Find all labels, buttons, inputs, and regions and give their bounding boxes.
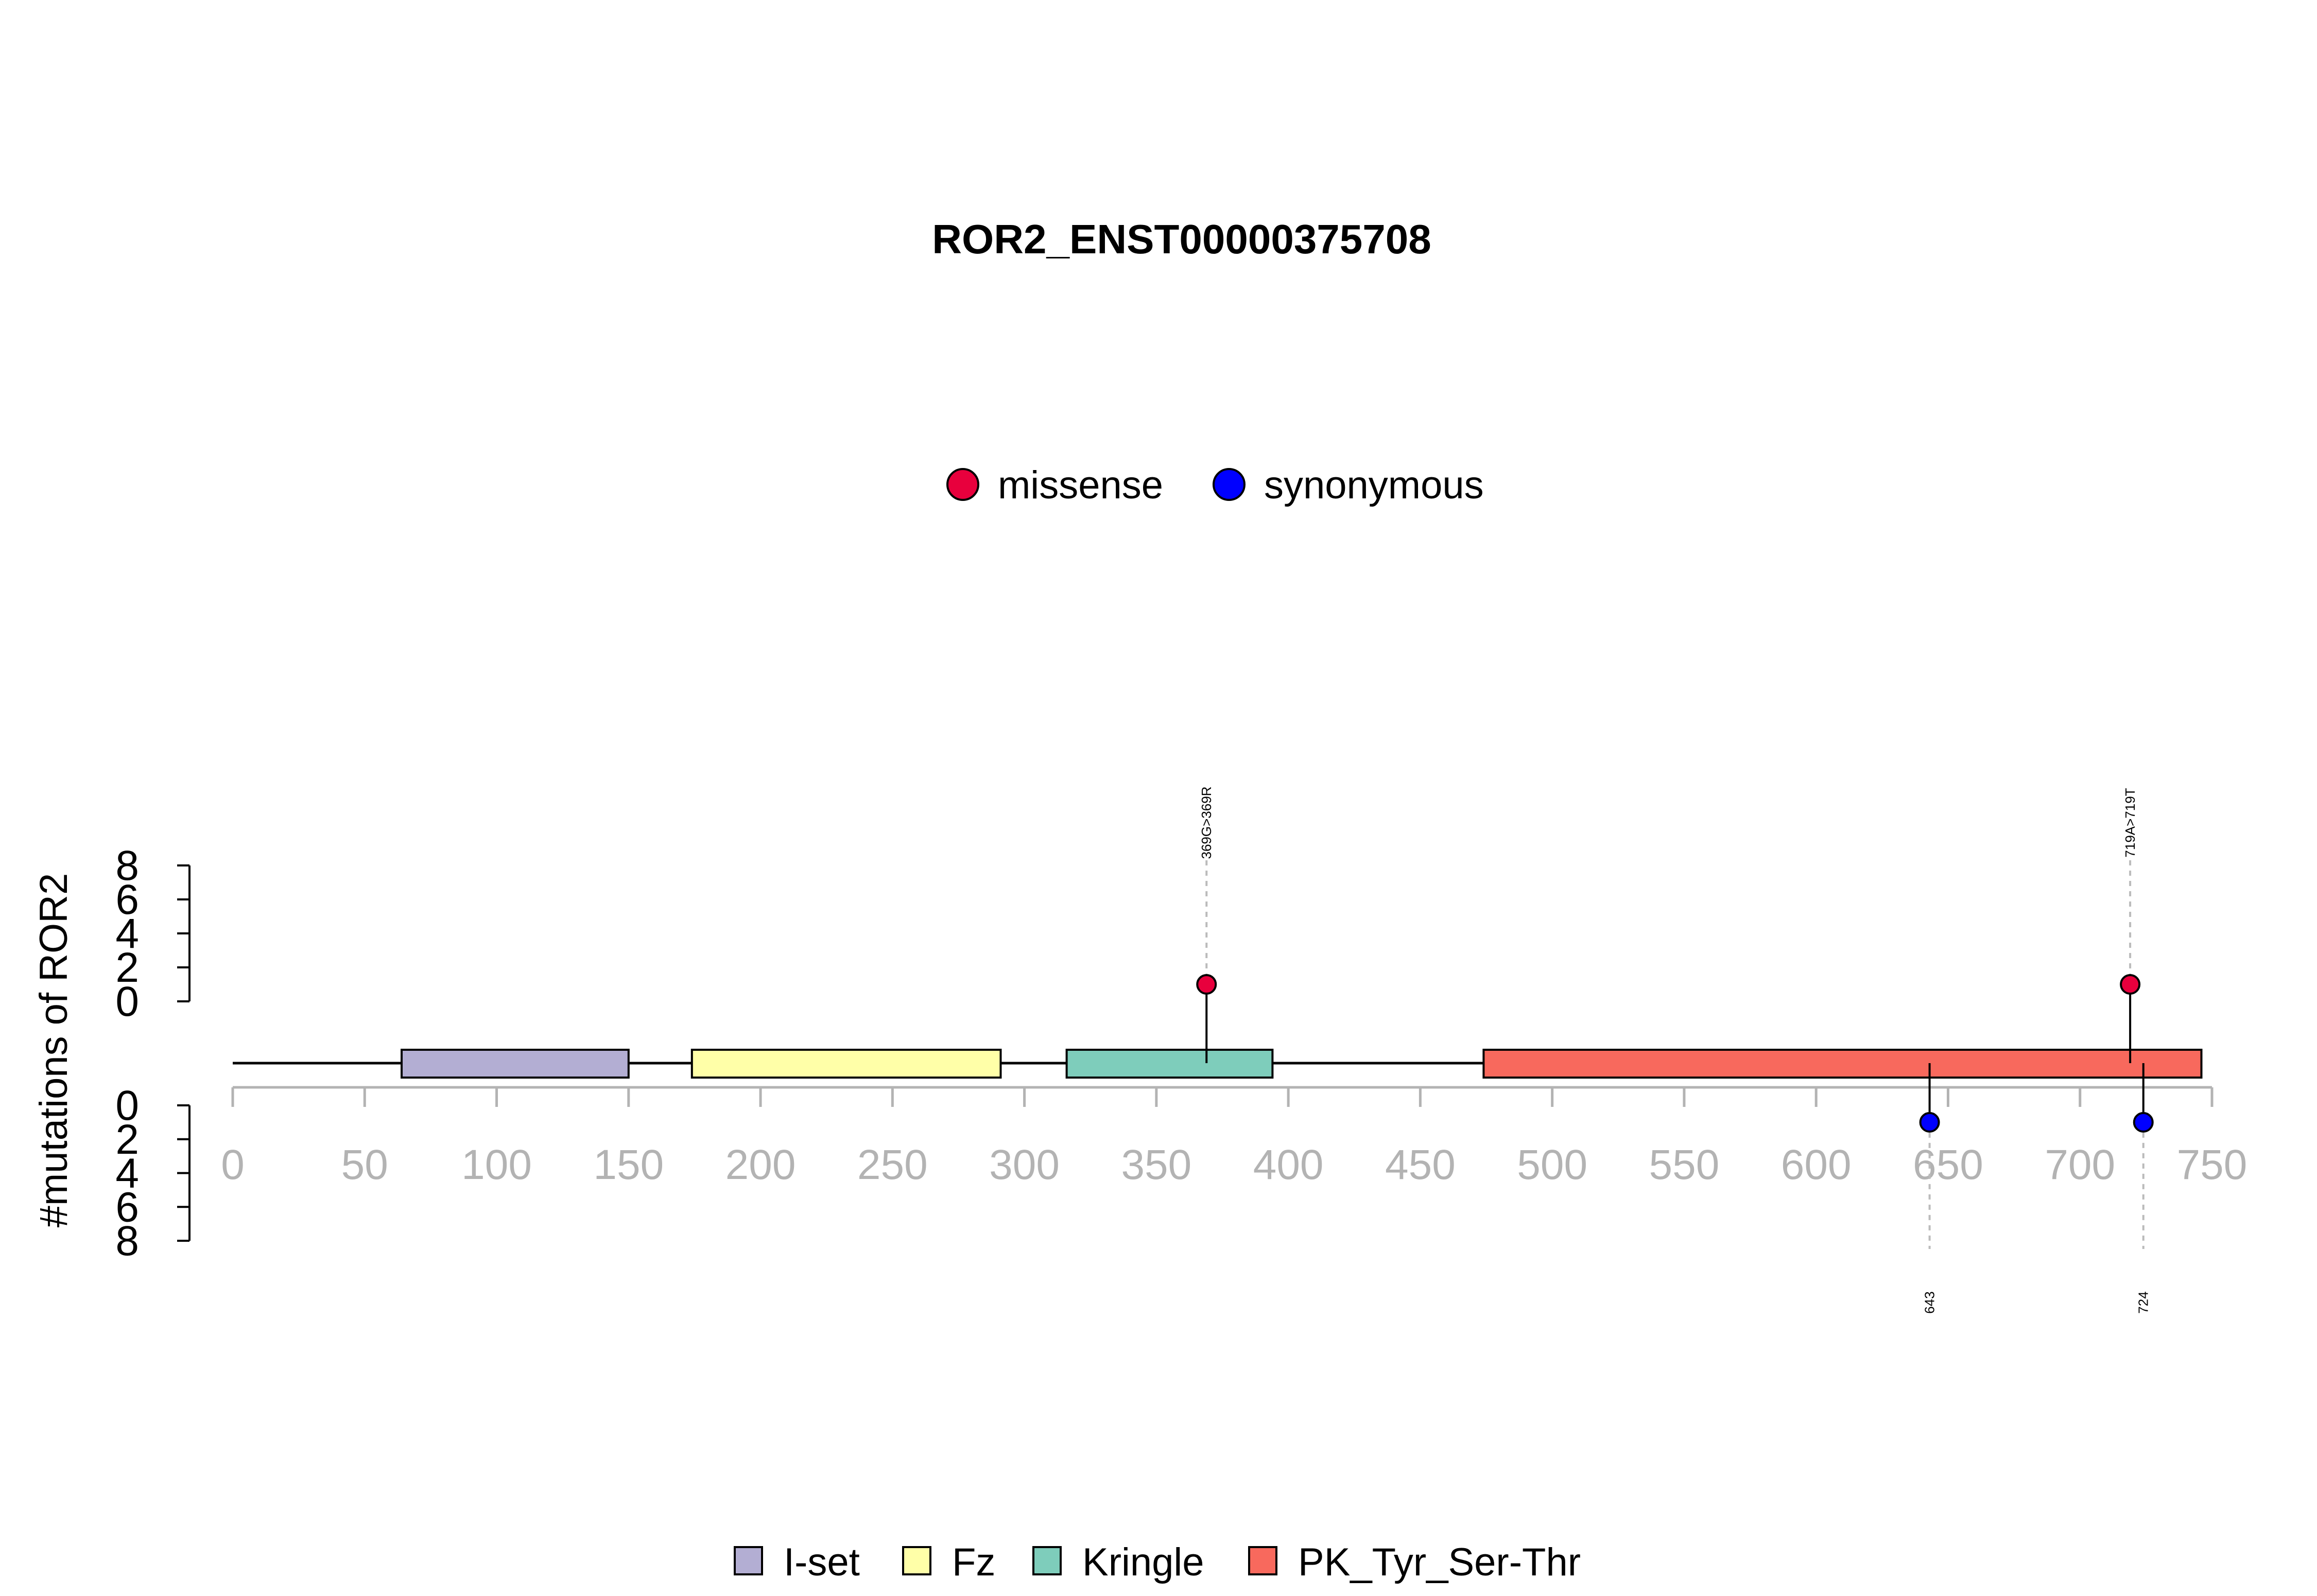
x-tick-label: 0	[221, 1141, 245, 1188]
y-bottom-tick-label: 6	[115, 1184, 139, 1230]
domains	[401, 1049, 2203, 1079]
legend-label-synonymous: synonymous	[1264, 463, 1484, 507]
x-tick-label: 300	[989, 1141, 1060, 1188]
legend-swatch-Fz	[902, 1546, 931, 1575]
domain-Kringle	[1065, 1049, 1274, 1079]
x-tick-label: 100	[461, 1141, 532, 1188]
y-top-tick-label: 6	[115, 876, 139, 923]
y-bottom-tick-label: 2	[115, 1116, 139, 1163]
y-top-tick-label: 0	[115, 978, 139, 1025]
x-tick-label: 450	[1385, 1141, 1456, 1188]
x-tick-label: 650	[1913, 1141, 1983, 1188]
legend-marker-missense	[946, 468, 979, 501]
domain-PK_Tyr_Ser-Thr	[1482, 1049, 2203, 1079]
y-top-tick-label: 4	[115, 910, 139, 957]
mutation-legend: missense synonymous	[946, 463, 1484, 507]
x-tick-label: 750	[2177, 1141, 2247, 1188]
y-top-tick-label: 2	[115, 944, 139, 991]
x-tick-label: 700	[2045, 1141, 2115, 1188]
x-axis: 0 50 100 150 200 250 300 350 400 450 500 550 600 650 7…	[221, 1086, 2247, 1188]
x-tick-label: 550	[1649, 1141, 1720, 1188]
y-axis-label: #mutations of ROR2	[32, 873, 76, 1228]
x-tick-label: 400	[1253, 1141, 1324, 1188]
x-tick-label: 200	[725, 1141, 796, 1188]
domain-legend: I-set Fz Kringle PK_Tyr_Ser-Thr	[734, 1540, 1581, 1584]
x-tick-label: 350	[1121, 1141, 1191, 1188]
legend-label-I-set: I-set	[784, 1540, 860, 1584]
mutation-label: 643	[1922, 1291, 1938, 1313]
mutations: 369G>369R 719A>719T 643 724	[1196, 787, 2154, 1314]
legend-swatch-PK_Tyr_Ser-Thr	[1248, 1546, 1277, 1575]
y-bottom-tick-label: 4	[115, 1150, 139, 1197]
y-bottom-tick-label: 0	[115, 1082, 139, 1129]
chart-title: ROR2_ENST00000375708	[932, 216, 1431, 262]
x-tick-label: 250	[857, 1141, 928, 1188]
mutation-point-missense	[1196, 974, 1217, 995]
legend-label-missense: missense	[998, 463, 1163, 507]
legend-label-PK_Tyr_Ser-Thr: PK_Tyr_Ser-Thr	[1298, 1540, 1581, 1584]
x-tick-label: 150	[593, 1141, 664, 1188]
legend-swatch-I-set	[734, 1546, 763, 1575]
domain-Fz	[690, 1049, 1002, 1079]
legend-label-Kringle: Kringle	[1082, 1540, 1204, 1584]
y-top-tick-label: 8	[115, 842, 139, 889]
mutation-point-missense	[2120, 974, 2141, 995]
x-tick-label: 600	[1781, 1141, 1852, 1188]
mutation-label: 719A>719T	[2122, 788, 2138, 857]
legend-label-Fz: Fz	[952, 1540, 995, 1584]
domain-I-set	[401, 1049, 630, 1079]
x-tick-label: 500	[1517, 1141, 1587, 1188]
mutation-point-synonymous	[1919, 1112, 1940, 1133]
mutation-label: 369G>369R	[1199, 787, 1214, 859]
y-bottom-tick-label: 8	[115, 1218, 139, 1264]
mutation-point-synonymous	[2133, 1112, 2154, 1133]
legend-marker-synonymous	[1213, 468, 1246, 501]
x-tick-label: 50	[341, 1141, 388, 1188]
mutation-label: 724	[2136, 1291, 2151, 1313]
legend-swatch-Kringle	[1032, 1546, 1062, 1575]
